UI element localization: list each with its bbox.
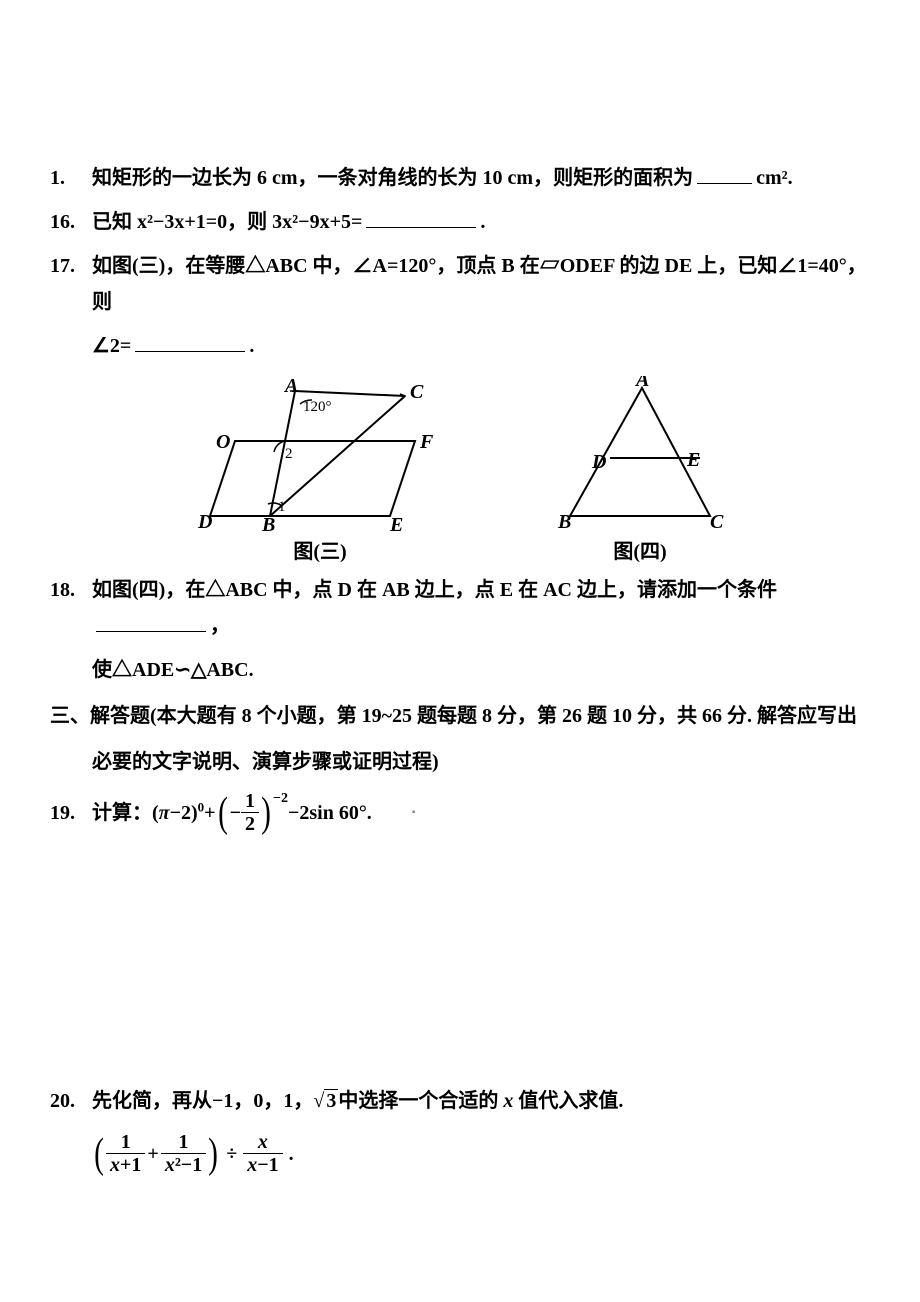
paren-left-icon: (	[218, 792, 228, 834]
question-text: 已知 x²−3x+1=0，则 3x²−9x+5=.	[92, 204, 870, 240]
question-17: 17. 如图(三)，在等腰△ABC 中，∠A=120°，顶点 B 在▱ODEF …	[50, 248, 870, 320]
figure-3-caption: 图(三)	[293, 535, 346, 564]
figures-container: A C O F D B E 120° 1 2 图(三)	[50, 376, 870, 564]
question-number: 18.	[50, 572, 92, 644]
label-D: D	[591, 451, 606, 473]
label-120: 120°	[303, 399, 332, 415]
figure-4-block: A B C D E 图(四)	[550, 376, 730, 564]
label-angle1: 1	[278, 499, 286, 515]
question-text: 知矩形的一边长为 6 cm，一条对角线的长为 10 cm，则矩形的面积为cm².	[92, 160, 870, 196]
question-20: 20. 先化简，再从−1，0，1，3中选择一个合适的 x 值代入求值.	[50, 1083, 870, 1119]
figure-4-svg: A B C D E	[550, 376, 730, 531]
paren-right-icon: )	[261, 792, 271, 834]
question-text: 计算：(π−2)0+ ( − 1 2 ) −2 −2sin 60°. ▪	[92, 790, 870, 835]
fraction-3: x x−1	[243, 1131, 282, 1176]
question-19: 19. 计算：(π−2)0+ ( − 1 2 ) −2 −2sin 60°. ▪	[50, 790, 870, 835]
question-18: 18. 如图(四)，在△ABC 中，点 D 在 AB 边上，点 E 在 AC 边…	[50, 572, 870, 644]
blank-fill	[366, 206, 476, 228]
question-text: 如图(三)，在等腰△ABC 中，∠A=120°，顶点 B 在▱ODEF 的边 D…	[92, 248, 870, 320]
label-O: O	[216, 431, 230, 453]
figure-3-svg: A C O F D B E 120° 1 2	[190, 376, 450, 531]
label-B: B	[557, 511, 571, 531]
label-E: E	[686, 449, 700, 471]
section-3-header: 三、解答题(本大题有 8 个小题，第 19~25 题每题 8 分，第 26 题 …	[50, 698, 870, 734]
label-C: C	[410, 381, 424, 403]
blank-fill	[96, 610, 206, 632]
figure-3-block: A C O F D B E 120° 1 2 图(三)	[190, 376, 450, 564]
exam-page: 1. 知矩形的一边长为 6 cm，一条对角线的长为 10 cm，则矩形的面积为c…	[0, 0, 920, 1226]
question-15: 1. 知矩形的一边长为 6 cm，一条对角线的长为 10 cm，则矩形的面积为c…	[50, 160, 870, 196]
label-A: A	[634, 376, 649, 391]
dot-marker: ▪	[412, 804, 416, 822]
fraction: 1 2	[241, 790, 259, 835]
paren-left-icon: (	[94, 1133, 104, 1175]
fraction-1: 1 x+1	[106, 1131, 145, 1176]
question-18-line2: 使△ADE∽△ABC.	[50, 652, 870, 688]
label-D: D	[197, 511, 212, 531]
paren-right-icon: )	[208, 1133, 218, 1175]
label-C: C	[710, 511, 724, 531]
question-text: 如图(四)，在△ABC 中，点 D 在 AB 边上，点 E 在 AC 边上，请添…	[92, 572, 870, 644]
label-E: E	[389, 514, 403, 531]
question-number: 16.	[50, 204, 92, 240]
label-F: F	[419, 431, 434, 453]
label-B: B	[261, 514, 275, 531]
question-16: 16. 已知 x²−3x+1=0，则 3x²−9x+5=.	[50, 204, 870, 240]
question-20-formula: ( 1 x+1 + 1 x²−1 ) ÷ x x−1 .	[50, 1131, 870, 1176]
section-3-header-sub: 必要的文字说明、演算步骤或证明过程)	[50, 744, 870, 780]
fraction-2: 1 x²−1	[161, 1131, 206, 1176]
label-angle2: 2	[285, 446, 293, 462]
figure-4-caption: 图(四)	[613, 535, 666, 564]
question-text: 先化简，再从−1，0，1，3中选择一个合适的 x 值代入求值.	[92, 1083, 870, 1119]
question-number: 1.	[50, 160, 92, 196]
label-A: A	[283, 376, 298, 397]
question-number: 17.	[50, 248, 92, 320]
blank-fill	[697, 162, 752, 184]
question-number: 20.	[50, 1083, 92, 1119]
question-number: 19.	[50, 795, 92, 831]
question-17-line2: ∠2=.	[50, 328, 870, 364]
answer-space-19	[50, 843, 870, 1083]
blank-fill	[135, 330, 245, 352]
exponent: −2	[273, 786, 288, 811]
